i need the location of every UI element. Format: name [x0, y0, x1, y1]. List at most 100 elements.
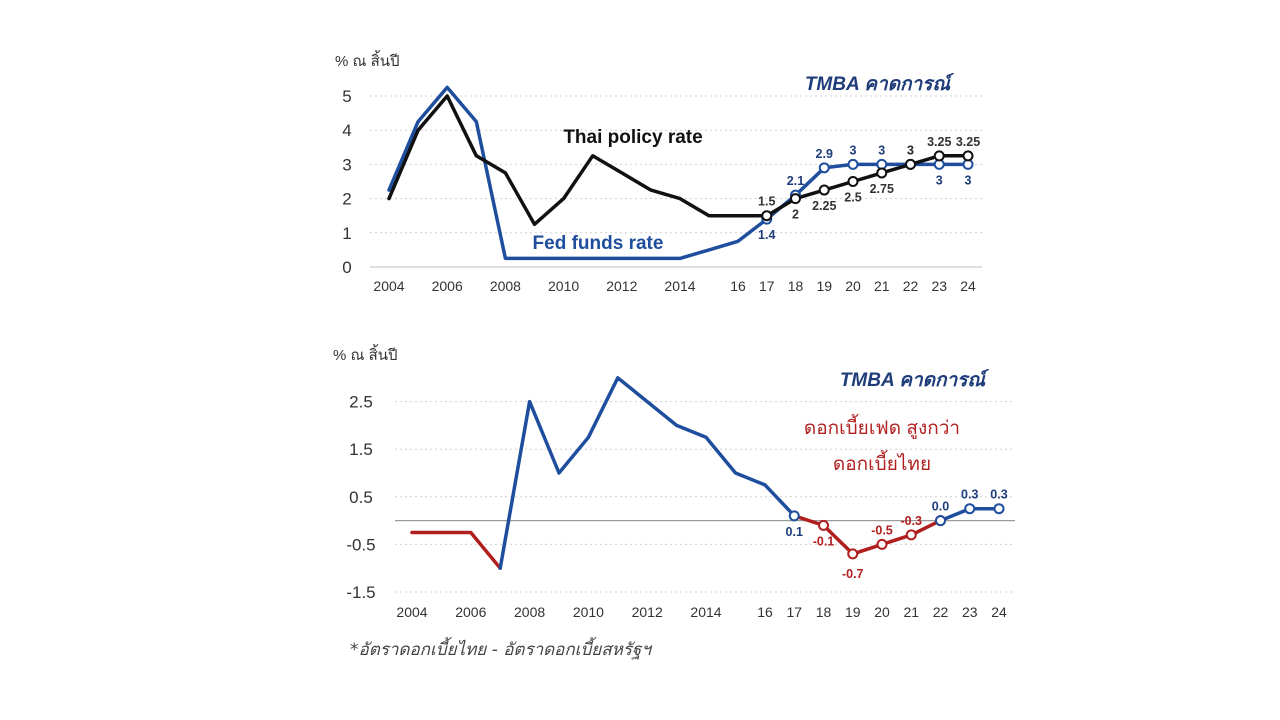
x-axis-ticks: 2004 2006 2008 2010 2012 2014 16 17 18 19 20 21 22 23…: [396, 604, 1007, 620]
data-label: 2.9: [816, 147, 833, 161]
forecast-marker: [876, 167, 888, 179]
y-tick-label: 3: [342, 155, 351, 174]
y-axis-ticks: 0 1 2 3 4 5: [342, 87, 351, 277]
x-tick-label: 24: [991, 604, 1007, 620]
x-tick-label: 2010: [548, 278, 579, 294]
x-tick-label: 2014: [664, 278, 695, 294]
x-axis-ticks: 2004 2006 2008 2010 2012 2014 16 17 18 19 20 21 22 23…: [373, 278, 976, 294]
annotation-line-1: ดอกเบี้ยเฟด สูงกว่า: [804, 414, 960, 439]
forecast-marker: [788, 510, 800, 522]
forecast-label: TMBA คาดการณ์: [840, 368, 990, 391]
series-line: [387, 85, 970, 261]
forecast-marker: [964, 503, 976, 515]
x-tick-label: 16: [730, 278, 746, 294]
forecast-label: TMBA คาดการณ์: [805, 72, 955, 95]
unit-label: % ณ สิ้นปี: [335, 50, 400, 70]
data-label: 2.5: [844, 191, 861, 205]
data-label: 3.25: [956, 135, 980, 149]
x-tick-label: 20: [874, 604, 890, 620]
forecast-marker: [847, 158, 859, 170]
data-label: -0.3: [900, 514, 922, 528]
x-tick-label: 16: [757, 604, 773, 620]
x-tick-label: 2012: [606, 278, 637, 294]
data-labels: 0.1 -0.1 -0.7 -0.5 -0.3 0.0 0.3 0.3: [786, 488, 1008, 581]
annotation-line-2: ดอกเบี้ยไทย: [833, 450, 931, 475]
x-tick-label: 18: [816, 604, 832, 620]
x-tick-label: 2012: [632, 604, 663, 620]
rate-differential-chart: % ณ สิ้นปี TMBA คาดการณ์ ดอกเบี้ยเฟด สูง…: [333, 344, 1015, 620]
data-label: -0.1: [813, 534, 835, 548]
data-label: 0.0: [932, 500, 949, 514]
data-label: 3: [878, 143, 885, 157]
x-tick-label: 2010: [573, 604, 604, 620]
data-label: 2.1: [787, 174, 804, 188]
x-tick-label: 2004: [373, 278, 404, 294]
series-name-fed-funds-rate: Fed funds rate: [533, 233, 664, 254]
x-tick-label: 19: [845, 604, 861, 620]
data-label: -0.7: [842, 567, 864, 581]
x-tick-label: 24: [960, 278, 976, 294]
x-tick-label: 18: [788, 278, 804, 294]
data-label: 0.3: [961, 488, 978, 502]
series-name-thai-policy-rate: Thai policy rate: [563, 127, 702, 148]
forecast-marker: [761, 210, 773, 222]
forecast-marker: [818, 184, 830, 196]
forecast-marker: [905, 158, 916, 170]
data-label: 3: [936, 173, 943, 187]
y-axis-ticks: -1.5 -0.5 0.5 1.5 2.5: [346, 393, 375, 602]
data-label: 3: [907, 143, 914, 157]
data-label: -0.5: [871, 523, 893, 537]
footnote: *อัตราดอกเบี้ยไทย - อัตราดอกเบี้ยสหรัฐฯ: [350, 640, 651, 660]
y-tick-label: 2: [342, 190, 351, 209]
data-label: 3.25: [927, 135, 951, 149]
x-tick-label: 2014: [690, 604, 721, 620]
data-label: 2.75: [870, 182, 894, 196]
y-tick-label: 0.5: [349, 488, 373, 507]
data-label: 3: [850, 143, 857, 157]
forecast-marker: [847, 548, 859, 560]
grid-lines: [395, 401, 1015, 593]
unit-label: % ณ สิ้นปี: [333, 344, 398, 364]
forecast-marker: [933, 150, 945, 162]
x-tick-label: 2008: [490, 278, 521, 294]
x-tick-label: 23: [962, 604, 978, 620]
x-tick-label: 2004: [396, 604, 427, 620]
forecast-marker: [876, 538, 888, 550]
y-tick-label: 1: [342, 224, 351, 243]
x-tick-label: 17: [786, 604, 802, 620]
forecast-marker: [993, 503, 1005, 515]
x-tick-label: 21: [903, 604, 919, 620]
y-tick-label: -1.5: [346, 583, 375, 602]
forecast-marker: [905, 529, 917, 541]
series-line: [387, 94, 970, 227]
forecast-marker: [818, 162, 830, 174]
forecast-marker: [962, 150, 974, 162]
forecast-marker: [790, 193, 801, 205]
y-tick-label: 0: [342, 258, 351, 277]
x-tick-label: 22: [903, 278, 919, 294]
y-tick-label: 2.5: [349, 393, 373, 412]
x-tick-label: 21: [874, 278, 890, 294]
x-tick-label: 2006: [455, 604, 486, 620]
y-tick-label: 1.5: [349, 440, 373, 459]
x-tick-label: 2008: [514, 604, 545, 620]
forecast-marker: [818, 519, 829, 531]
series-line: [410, 530, 502, 570]
y-tick-label: 4: [342, 121, 351, 140]
series-layer: [410, 376, 1005, 570]
data-label: 1.5: [758, 195, 775, 209]
series-layer: [387, 85, 974, 261]
data-label: 0.1: [786, 525, 803, 539]
x-tick-label: 19: [816, 278, 832, 294]
data-label: 0.3: [990, 488, 1007, 502]
forecast-marker: [935, 515, 946, 527]
series-line: [498, 376, 797, 570]
x-tick-label: 20: [845, 278, 861, 294]
data-label: 2: [792, 208, 799, 222]
y-tick-label: 5: [342, 87, 351, 106]
x-tick-label: 23: [931, 278, 947, 294]
data-label: 1.4: [758, 228, 775, 242]
x-tick-label: 17: [759, 278, 775, 294]
data-label: 2.25: [812, 199, 836, 213]
